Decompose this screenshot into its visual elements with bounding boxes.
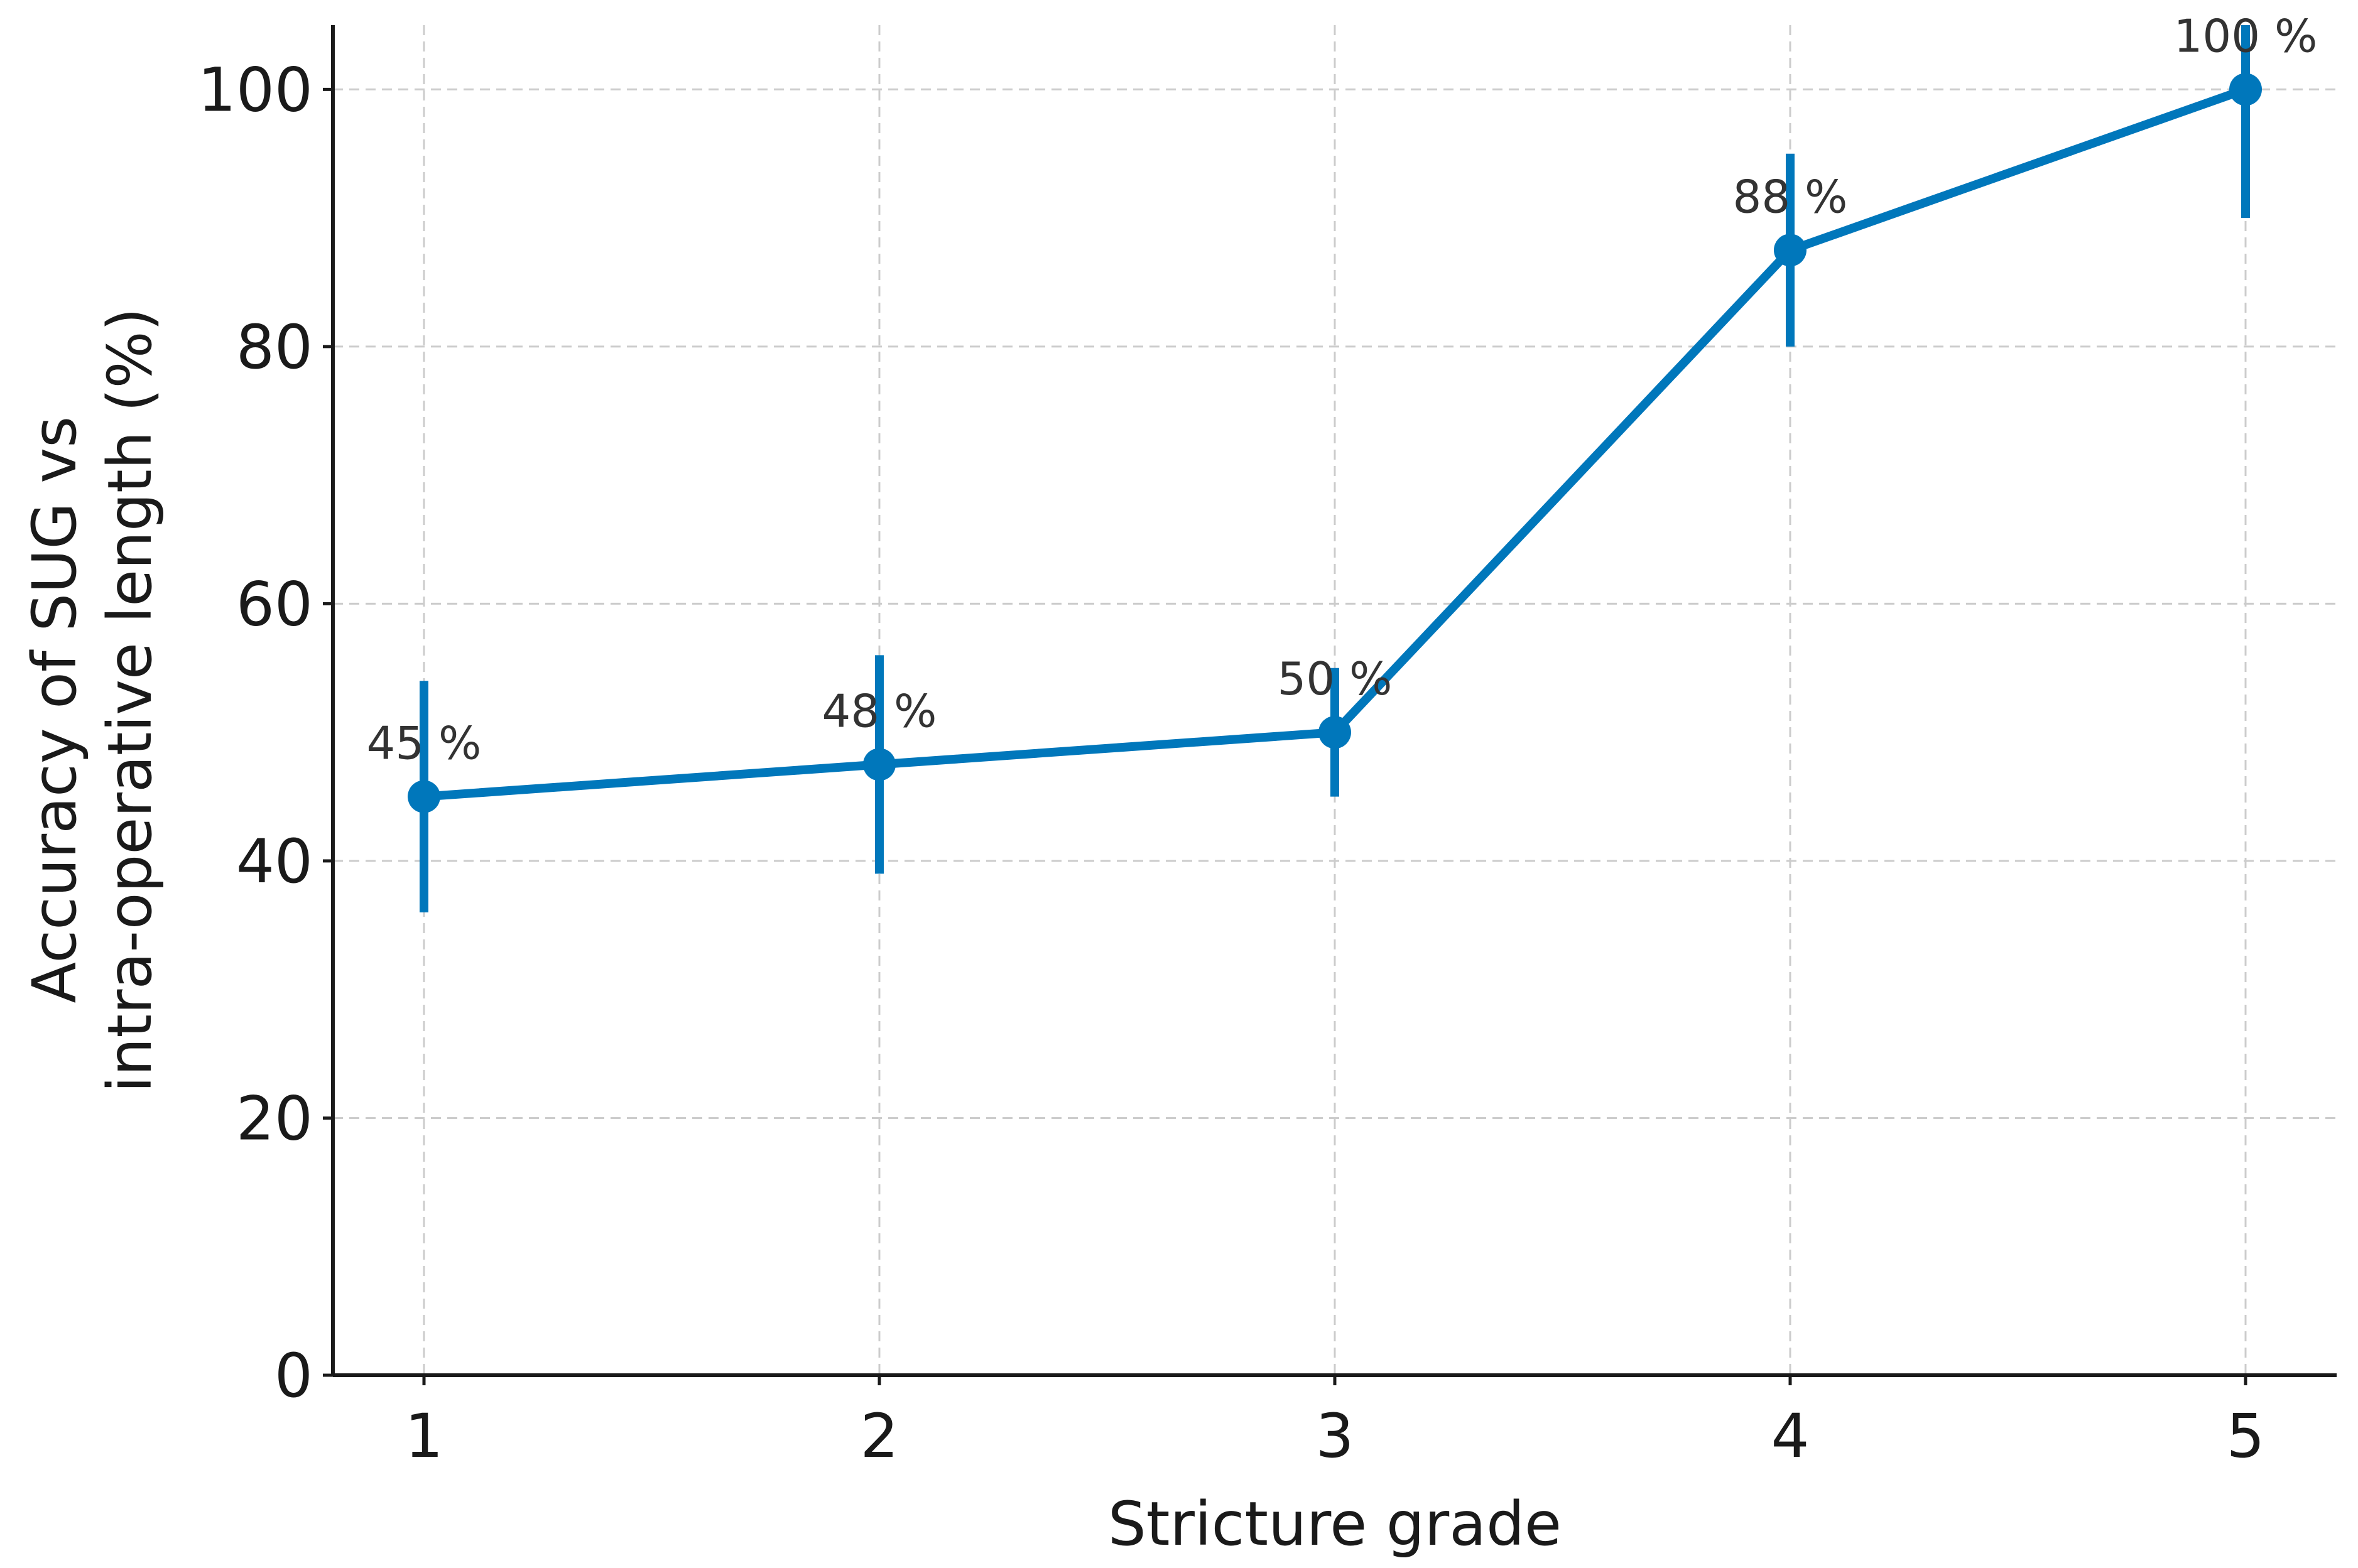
y-axis-title-line-2: intra-operative length (%) xyxy=(95,308,165,1093)
data-point xyxy=(2229,73,2262,106)
y-tick-label: 0 xyxy=(274,1341,313,1411)
data-label: 45 % xyxy=(367,717,482,770)
data-label: 48 % xyxy=(822,684,937,737)
x-tick-label: 2 xyxy=(860,1401,898,1471)
data-labels: 45 % 48 % 50 % 88 % 100 % xyxy=(367,9,2318,769)
data-point xyxy=(408,780,440,813)
tick-labels: 0 20 40 60 80 100 1 2 3 4 5 xyxy=(198,55,2265,1471)
y-tick-label: 100 xyxy=(198,55,313,125)
y-tick-label: 20 xyxy=(236,1083,313,1154)
y-tick-label: 80 xyxy=(236,312,313,382)
x-axis-title: Stricture grade xyxy=(1108,1489,1562,1559)
data-label: 88 % xyxy=(1733,170,1848,223)
x-tick-label: 5 xyxy=(2226,1401,2264,1471)
series xyxy=(408,25,2262,912)
x-tick-label: 3 xyxy=(1315,1401,1354,1471)
data-point xyxy=(1318,716,1351,749)
y-tick-label: 40 xyxy=(236,826,313,897)
data-label: 50 % xyxy=(1278,652,1393,705)
data-point xyxy=(863,748,896,781)
y-axis-title-line-1: Accuracy of SUG vs xyxy=(19,416,90,1003)
x-tick-label: 1 xyxy=(405,1401,443,1471)
y-axis-title: Accuracy of SUG vs intra-operative lengt… xyxy=(19,308,165,1093)
x-tick-label: 4 xyxy=(1771,1401,1809,1471)
data-label: 100 % xyxy=(2174,9,2318,62)
y-tick-label: 60 xyxy=(236,569,313,639)
data-point xyxy=(1774,234,1807,267)
